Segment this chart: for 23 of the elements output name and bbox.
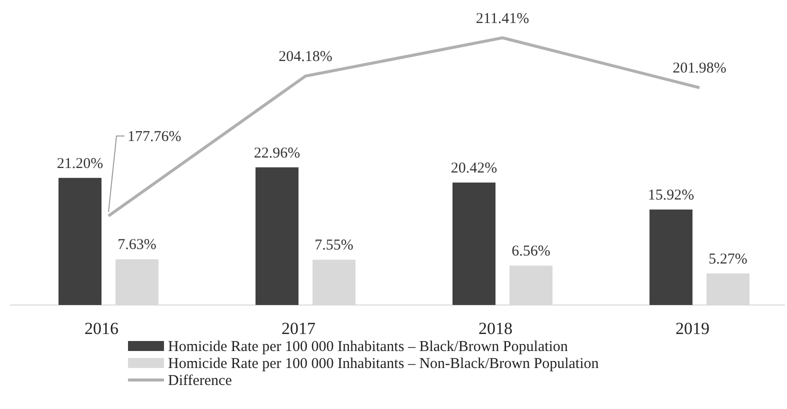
bar bbox=[256, 167, 298, 305]
x-tick-label: 2018 bbox=[478, 319, 512, 338]
bar bbox=[650, 210, 692, 305]
x-tick-label: 2016 bbox=[84, 319, 118, 338]
data-label: 15.92% bbox=[648, 188, 694, 204]
data-label: 5.27% bbox=[708, 251, 748, 268]
data-label: 22.96% bbox=[254, 145, 300, 162]
data-label: 7.55% bbox=[314, 238, 354, 254]
legend-label: Homicide Rate per 100 000 Inhabitants – Non-Black/Brown Population bbox=[168, 356, 600, 372]
data-label: 177.76% bbox=[128, 128, 182, 145]
bar bbox=[452, 182, 496, 305]
legend-label: Homicide Rate per 100 000 Inhabitants – Black/Brown Population bbox=[168, 339, 568, 355]
data-label: 201.98% bbox=[672, 60, 726, 77]
legend-label: Difference bbox=[168, 373, 232, 389]
x-tick-label: 2017 bbox=[282, 319, 316, 338]
data-label: 21.20% bbox=[56, 156, 104, 172]
data-label: 20.42% bbox=[450, 160, 498, 177]
data-label: 7.63% bbox=[118, 237, 156, 254]
bar bbox=[58, 178, 102, 305]
data-label: 211.41% bbox=[476, 10, 530, 27]
x-tick-label: 2019 bbox=[676, 319, 710, 338]
data-label: 6.56% bbox=[512, 244, 550, 260]
data-label: 204.18% bbox=[278, 49, 332, 66]
